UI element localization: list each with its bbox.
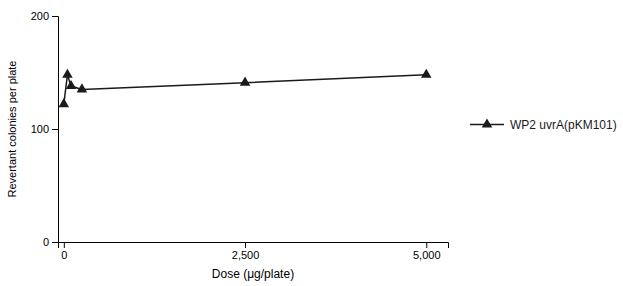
x-axis-line [59, 243, 449, 249]
tick: 0 [61, 242, 67, 261]
tick-mark [426, 242, 427, 248]
y-axis-line [52, 17, 59, 243]
marker [240, 77, 251, 86]
x-axis-title: Dose (μg/plate) [212, 267, 294, 281]
tick-label: 2,500 [232, 249, 260, 261]
tick-mark [64, 242, 65, 248]
y-axis: 0 100 200 [31, 10, 59, 248]
tick: 2,500 [232, 242, 260, 261]
tick: 5,000 [413, 242, 441, 261]
marker [77, 83, 88, 92]
tick-mark [245, 242, 246, 248]
marker [66, 80, 77, 89]
tick-label: 0 [61, 249, 67, 261]
marker [421, 69, 432, 78]
tick: 0 [43, 236, 58, 248]
marker [59, 98, 70, 107]
tick: 100 [31, 123, 58, 135]
marker [62, 69, 73, 78]
marks [59, 69, 432, 107]
legend-label: WP2 uvrA(pKM101) [510, 118, 617, 132]
x-axis: 0 2,500 5,000 [59, 242, 449, 261]
tick-label: 5,000 [413, 249, 441, 261]
plot: 0 2,500 5,000 0 100 200 Dose (μg/plate) Reverta… [6, 10, 449, 281]
line [64, 75, 426, 104]
chart: 0 2,500 5,000 0 100 200 Dose (μg/plate) Reverta… [0, 0, 623, 286]
tick-mark [52, 242, 58, 243]
tick: 200 [31, 10, 58, 22]
legend: WP2 uvrA(pKM101) [470, 118, 617, 132]
y-axis-title: Revertant colonies per plate [6, 61, 18, 198]
legend-marker [482, 118, 493, 127]
tick-label: 200 [31, 10, 49, 22]
tick-label: 100 [31, 123, 49, 135]
tick-mark [52, 129, 58, 130]
tick-label: 0 [43, 236, 49, 248]
tick-mark [52, 16, 58, 17]
